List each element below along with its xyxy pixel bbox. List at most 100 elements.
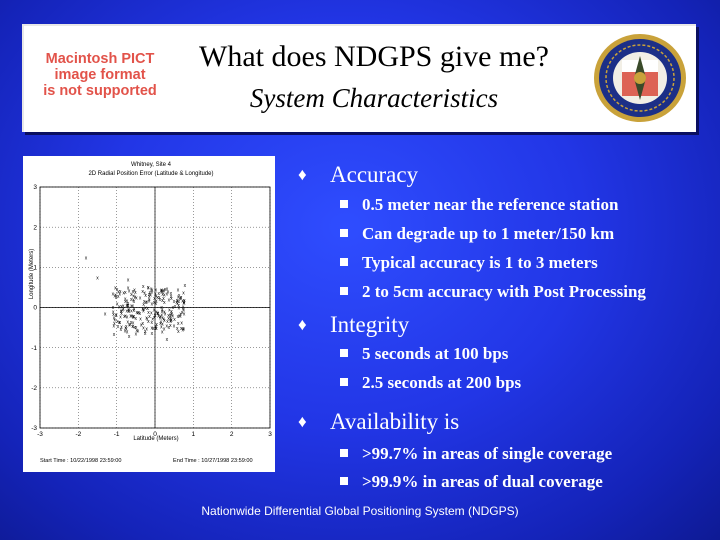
error-point: x [133,314,136,320]
error-point: x [132,321,135,327]
error-point: x [161,329,164,335]
error-point: x [164,287,167,293]
error-point: x [168,308,171,314]
error-point: x [132,324,135,330]
error-point: x [146,306,149,312]
bullet-integrity: ♦ Integrity [298,312,409,338]
error-point: x [124,296,127,302]
error-point: x [168,325,171,331]
error-point: x [184,283,187,289]
error-point: x [126,302,129,308]
sub-bullet: 5 seconds at 100 bps [340,344,508,364]
error-point: x [154,312,157,318]
error-point: x [112,291,115,297]
error-point: x [128,323,131,329]
error-point: x [130,313,133,319]
error-point: x [151,289,154,295]
error-point: x [140,322,143,328]
error-point: x [163,309,166,315]
error-point: x [127,303,130,309]
error-point: x [147,310,150,316]
sub-bullet: 2 to 5cm accuracy with Post Processing [340,282,646,302]
square-bullet-icon [340,378,348,386]
error-point: x [180,295,183,301]
error-point: x [178,305,181,311]
error-point: x [160,320,163,326]
error-point: x [153,300,156,306]
scatter-plot-image: Whitney, Site 4 2D Radial Position Error… [23,156,275,472]
sub-bullet-text: 2.5 seconds at 200 bps [362,373,522,392]
error-point: x [181,310,184,316]
error-point: x [123,314,126,320]
sub-bullet: >99.9% in areas of dual coverage [340,472,603,492]
square-bullet-icon [340,200,348,208]
sub-bullet-text: 0.5 meter near the reference station [362,195,619,214]
error-point: x [180,320,183,326]
error-point: x [142,284,145,290]
error-point: x [125,324,128,330]
error-point: x [139,311,142,317]
error-point: x [162,288,165,294]
error-point: x [169,319,172,325]
error-point: x [120,309,123,315]
error-point: x [130,292,133,298]
error-point: x [144,293,147,299]
diamond-bullet-icon: ♦ [298,412,307,431]
error-point: x [150,310,153,316]
y-tick-label: 3 [33,184,37,191]
square-bullet-icon [340,477,348,485]
error-point: x [113,321,116,327]
error-point: x [170,294,173,300]
error-point: x [142,307,145,313]
error-point: x [122,307,125,313]
error-point: x [132,314,135,320]
error-point: x [171,312,174,318]
error-point: x [177,314,180,320]
error-point: x [167,313,170,319]
error-point: x [113,317,116,323]
error-point: x [119,289,122,295]
pict-note-line: is not supported [43,83,157,99]
error-point: x [155,325,158,331]
error-point: x [148,314,151,320]
error-point: x [177,321,180,327]
error-point: x [143,291,146,297]
error-point: x [170,318,173,324]
error-point: x [145,300,148,306]
sub-bullet: 2.5 seconds at 200 bps [340,373,521,393]
sub-bullet-text: >99.7% in areas of single coverage [362,444,613,463]
error-point: x [117,289,120,295]
error-point: x [182,300,185,306]
error-point: x [125,327,128,333]
error-point: x [153,296,156,302]
error-point: x [155,293,158,299]
error-point: x [154,326,157,332]
diamond-bullet-icon: ♦ [298,165,307,184]
error-point: x [169,313,172,319]
error-point: x [182,307,185,313]
error-point: x [145,316,148,322]
error-point: x [135,332,138,338]
error-point: x [173,324,176,330]
plot-title-line: Whitney, Site 4 [131,162,172,168]
error-point: x [132,314,135,320]
sub-bullet: >99.7% in areas of single coverage [340,444,612,464]
error-point: x [118,305,121,311]
error-point: x [116,319,119,325]
square-bullet-icon [340,449,348,457]
error-point: x [166,287,169,293]
error-point: x [116,301,119,307]
error-point: x [114,293,117,299]
error-point: x [124,299,127,305]
error-point: x [132,297,135,303]
error-point: x [113,315,116,321]
error-point: x [162,289,165,295]
bullet-availability: ♦ Availability is [298,409,459,435]
error-point: x [133,325,136,331]
error-point: x [117,294,120,300]
error-point: x [133,307,136,313]
error-point: x [154,292,157,298]
error-point: x [153,315,156,321]
error-point: x [183,298,186,304]
error-point: x [176,326,179,332]
